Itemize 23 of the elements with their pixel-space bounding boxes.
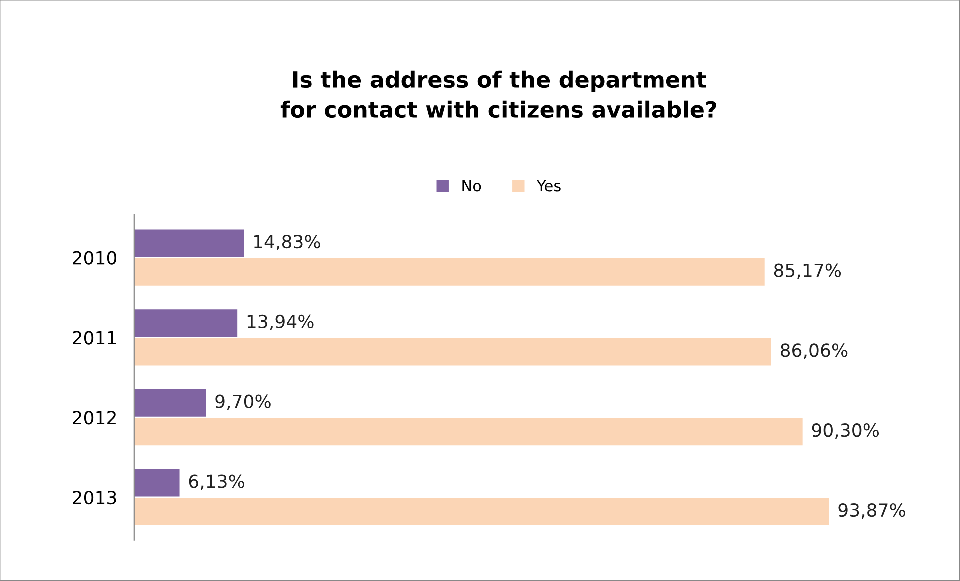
bar [134, 469, 180, 497]
data-label: 86,06% [781, 344, 848, 360]
data-label: 14,83% [254, 235, 320, 251]
y-tick-label: 2012 [73, 411, 116, 425]
bar [134, 390, 206, 417]
data-label: 13,94% [248, 314, 314, 330]
data-label: 93,87% [838, 503, 906, 519]
bar [134, 338, 772, 366]
chart-title: Is the address of the department for contact with citizens available? [280, 70, 716, 118]
data-label: 9,70% [216, 394, 271, 410]
y-tick-label: 2013 [73, 490, 116, 505]
legend-label: Yes [536, 180, 561, 192]
data-label: 85,17% [774, 264, 842, 280]
data-label: 6,13% [189, 474, 244, 490]
data-label: 90,30% [812, 424, 880, 440]
y-tick-label: 2010 [73, 251, 117, 265]
bar [134, 258, 765, 286]
bar [134, 310, 238, 337]
bar [134, 418, 803, 446]
bar [134, 230, 244, 258]
legend-label: No [462, 180, 482, 192]
y-tick-label: 2011 [73, 331, 116, 345]
bar [134, 498, 830, 526]
